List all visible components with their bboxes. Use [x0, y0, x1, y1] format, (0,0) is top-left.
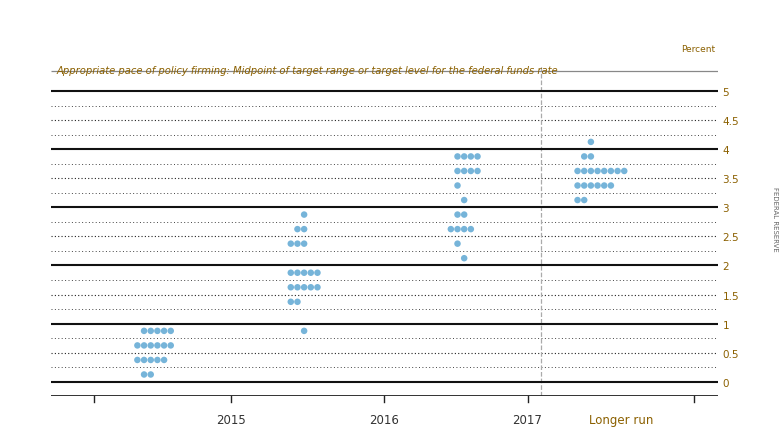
Point — [165, 328, 177, 335]
Point — [285, 284, 297, 291]
Point — [578, 197, 590, 204]
Point — [578, 183, 590, 190]
Point — [144, 371, 157, 378]
Point — [151, 328, 164, 335]
Point — [465, 154, 477, 161]
Point — [144, 328, 157, 335]
Point — [571, 197, 583, 204]
Point — [458, 197, 470, 204]
Point — [298, 284, 310, 291]
Point — [452, 226, 464, 233]
Point — [151, 357, 164, 364]
Point — [138, 371, 151, 378]
Point — [138, 357, 151, 364]
Point — [291, 270, 303, 277]
Point — [291, 226, 303, 233]
Point — [452, 168, 464, 175]
Text: Appropriate pace of policy firming: Midpoint of target range or target level for: Appropriate pace of policy firming: Midp… — [56, 66, 558, 76]
Point — [304, 270, 317, 277]
Text: Percent: Percent — [681, 45, 715, 54]
Point — [285, 270, 297, 277]
Point — [571, 183, 583, 190]
Point — [604, 168, 617, 175]
Point — [458, 168, 470, 175]
Point — [618, 168, 630, 175]
Point — [131, 357, 144, 364]
Point — [465, 226, 477, 233]
Point — [158, 357, 170, 364]
Text: 2017: 2017 — [512, 413, 542, 426]
Point — [311, 284, 324, 291]
Point — [585, 168, 597, 175]
Point — [298, 240, 310, 247]
Text: 2015: 2015 — [216, 413, 246, 426]
Point — [585, 183, 597, 190]
Point — [604, 183, 617, 190]
Point — [452, 183, 464, 190]
Point — [458, 226, 470, 233]
Point — [578, 154, 590, 161]
Point — [158, 328, 170, 335]
Point — [131, 342, 144, 349]
Point — [304, 284, 317, 291]
Point — [138, 328, 151, 335]
Text: FEDERAL RESERVE: FEDERAL RESERVE — [772, 187, 778, 251]
Point — [465, 168, 477, 175]
Point — [585, 154, 597, 161]
Point — [598, 183, 611, 190]
Point — [452, 212, 464, 219]
Point — [458, 212, 470, 219]
Point — [471, 154, 484, 161]
Text: 2016: 2016 — [369, 413, 399, 426]
Point — [144, 357, 157, 364]
Point — [298, 212, 310, 219]
Point — [458, 255, 470, 262]
Point — [571, 168, 583, 175]
Point — [298, 328, 310, 335]
Point — [591, 168, 604, 175]
Text: Longer run: Longer run — [589, 413, 653, 426]
Point — [285, 299, 297, 306]
Point — [591, 183, 604, 190]
Point — [165, 342, 177, 349]
Point — [612, 168, 624, 175]
Point — [158, 342, 170, 349]
Point — [598, 168, 611, 175]
Point — [458, 154, 470, 161]
Point — [291, 240, 303, 247]
Point — [298, 270, 310, 277]
Point — [291, 284, 303, 291]
Point — [311, 270, 324, 277]
Point — [285, 240, 297, 247]
Point — [291, 299, 303, 306]
Point — [138, 342, 151, 349]
Point — [151, 342, 164, 349]
Point — [298, 226, 310, 233]
Point — [445, 226, 457, 233]
Point — [471, 168, 484, 175]
Point — [452, 240, 464, 247]
Point — [144, 342, 157, 349]
Point — [578, 168, 590, 175]
Point — [452, 154, 464, 161]
Point — [585, 139, 597, 146]
